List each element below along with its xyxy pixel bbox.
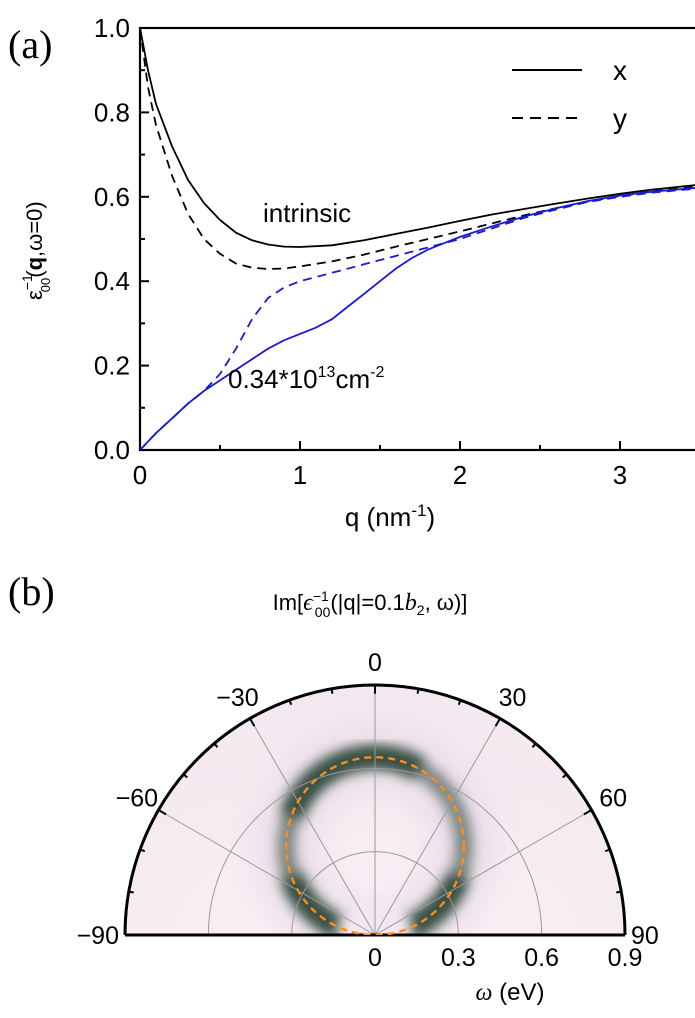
x-axis-label-a: q (nm-1) (345, 501, 435, 532)
heatmap-gap (337, 897, 413, 935)
x-tick-label: 3 (613, 460, 627, 490)
angle-tick-mark (330, 688, 334, 694)
angular-grid-line (249, 718, 376, 936)
series-line-intrinsic-x (140, 28, 695, 248)
x-tick-label: 1 (293, 460, 307, 490)
angle-tick-label: −90 (77, 922, 119, 950)
angle-tick-label: 60 (599, 785, 627, 813)
radial-tick-label: 0.3 (441, 944, 476, 972)
axis-ticks-a: 0 1 2 3 0.0 0.2 0.4 0.6 0.8 1.0 (94, 13, 627, 490)
angle-tick-label: −30 (216, 684, 258, 712)
angle-tick-label: −60 (116, 785, 158, 813)
angular-grid-line (374, 809, 592, 936)
angle-tick-mark (213, 742, 219, 748)
y-tick-label: 0.4 (94, 266, 130, 296)
y-tick-label: 0.8 (94, 97, 130, 127)
angle-tick-mark (288, 699, 293, 706)
y-tick-label: 0.6 (94, 182, 130, 212)
panel-b: (b) Im[ϵ−1 00(|q|=0.1b2, ω)] −90 −60 −30 0 30… (8, 569, 659, 1006)
annotation-doped: 0.34*1013cm-2 (228, 364, 384, 394)
plot-frame-a (138, 26, 695, 452)
y-tick-label: 0.0 (94, 435, 130, 465)
x-tick-label: 0 (133, 460, 147, 490)
angle-tick-mark (128, 890, 134, 894)
angle-tick-mark (562, 773, 568, 779)
y-tick-label: 0.2 (94, 351, 130, 381)
series-line-doped-y (140, 187, 695, 450)
angle-tick-mark (531, 742, 537, 748)
polar-heatmap: −90 −60 −30 0 30 60 90 0 0.3 0.6 0.9 (77, 649, 659, 972)
angle-tick-mark (494, 717, 501, 727)
legend-a: x y (512, 55, 627, 134)
angle-tick-mark (182, 773, 188, 779)
legend-label-y: y (613, 103, 627, 134)
radial-tick-label: 0.9 (608, 944, 643, 972)
angle-tick-mark (457, 699, 462, 706)
plot-area-a (140, 28, 695, 450)
legend-label-x: x (613, 55, 627, 86)
series-line-doped-x (140, 187, 695, 450)
angle-tick-mark (249, 717, 256, 727)
angle-tick-mark (604, 848, 611, 853)
y-tick-label: 1.0 (94, 13, 130, 43)
angular-grid-line (374, 718, 501, 936)
panel-a-label: (a) (8, 22, 52, 67)
panel-a: (a) 0 1 2 30.00.20.40.60.81.0 ε−1 00(q,ω=0) … (8, 13, 695, 532)
y-axis-label-a: ε−1 00(q,ω=0) (19, 201, 53, 300)
angle-tick-mark (416, 688, 420, 694)
annotation-intrinsic: intrinsic (263, 198, 351, 228)
angle-tick-mark (157, 809, 167, 816)
polar-title: Im[ϵ−1 00(|q|=0.1b2, ω)] (273, 588, 468, 620)
angular-grid-line (158, 809, 376, 936)
angle-tick-label: 30 (499, 684, 527, 712)
angle-tick-label: 90 (631, 922, 659, 950)
series-line-intrinsic-y (140, 28, 695, 270)
plasmon-fit-circle (284, 756, 466, 935)
angle-tick-label: 0 (368, 649, 382, 677)
x-tick-label: 2 (453, 460, 467, 490)
angle-tick-mark (139, 848, 146, 853)
radial-tick-label: 0 (368, 944, 382, 972)
x-axis-label-b: ω (eV) (476, 979, 545, 1006)
panel-b-label: (b) (8, 569, 55, 614)
angle-tick-mark (583, 809, 593, 816)
radial-tick-label: 0.6 (524, 944, 559, 972)
angle-tick-mark (616, 890, 622, 894)
